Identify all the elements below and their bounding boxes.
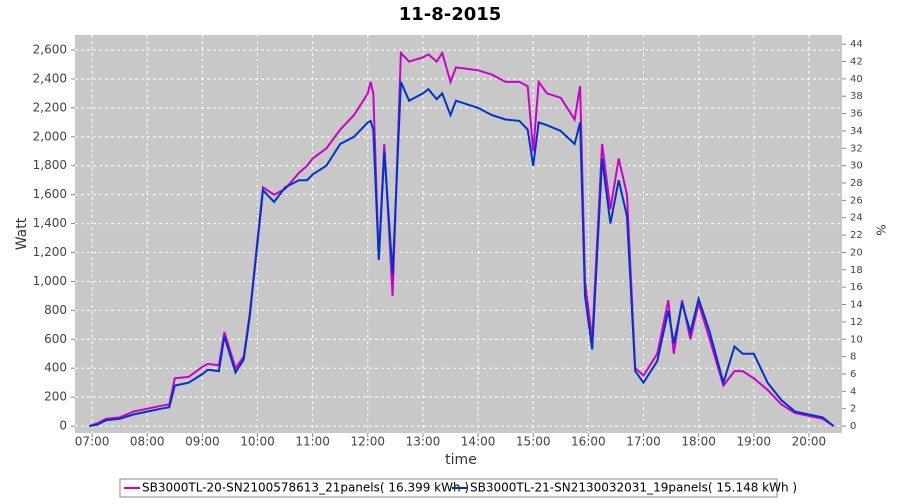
y2-tick-label: 14 — [850, 300, 863, 311]
y2-axis-label: % — [874, 224, 888, 235]
x-tick-label: 18:00 — [681, 435, 716, 449]
y-tick-label: 0 — [59, 419, 67, 433]
y2-tick-label: 36 — [850, 109, 863, 120]
x-tick-label: 09:00 — [185, 435, 220, 449]
chart-title: 11-8-2015 — [399, 4, 502, 25]
x-tick-label: 12:00 — [350, 435, 385, 449]
y-tick-label: 1,000 — [33, 274, 67, 288]
x-tick-label: 13:00 — [406, 435, 441, 449]
y-tick-label: 600 — [44, 332, 67, 346]
x-tick-label: 19:00 — [736, 435, 771, 449]
x-tick-label: 15:00 — [516, 435, 551, 449]
y2-tick-label: 20 — [850, 247, 863, 258]
x-tick-label: 14:00 — [461, 435, 496, 449]
y2-tick-label: 12 — [850, 317, 863, 328]
series-line — [89, 81, 835, 428]
x-axis-label: time — [445, 452, 477, 468]
y-tick-label: 2,600 — [33, 43, 67, 57]
legend-box — [119, 478, 778, 498]
y-tick-label: 1,800 — [33, 158, 67, 172]
x-tick-label: 20:00 — [792, 435, 827, 449]
y2-tick-label: 0 — [850, 421, 856, 432]
y2-tick-label: 26 — [850, 195, 863, 206]
y2-tick-label: 22 — [850, 230, 863, 241]
y-tick-label: 1,400 — [33, 216, 67, 230]
y2-tick-label: 6 — [850, 369, 856, 380]
y-tick-label: 1,200 — [33, 245, 67, 259]
x-tick-label: 10:00 — [240, 435, 275, 449]
y2-tick-label: 28 — [850, 178, 863, 189]
y-tick-label: 2,200 — [33, 100, 67, 114]
y2-tick-label: 30 — [850, 161, 863, 172]
x-tick-label: 07:00 — [75, 435, 110, 449]
y-tick-label: 2,000 — [33, 129, 67, 143]
y2-tick-label: 34 — [850, 126, 863, 137]
y-tick-label: 1,600 — [33, 187, 67, 201]
y2-tick-label: 32 — [850, 143, 863, 154]
y2-tick-label: 18 — [850, 265, 863, 276]
x-tick-label: 08:00 — [130, 435, 165, 449]
y2-tick-label: 24 — [850, 213, 863, 224]
y2-tick-label: 2 — [850, 404, 856, 415]
y2-tick-label: 38 — [850, 91, 863, 102]
y-axis-label: Watt — [14, 217, 30, 250]
y2-tick-label: 16 — [850, 282, 863, 293]
x-tick-label: 16:00 — [571, 435, 606, 449]
y-tick-label: 200 — [44, 390, 67, 404]
y2-tick-label: 42 — [850, 56, 863, 67]
y2-tick-label: 10 — [850, 334, 863, 345]
y-tick-label: 2,400 — [33, 71, 67, 85]
y2-tick-label: 44 — [850, 39, 863, 50]
y-tick-label: 800 — [44, 303, 67, 317]
x-tick-label: 11:00 — [295, 435, 330, 449]
y-tick-label: 400 — [44, 361, 67, 375]
legend-label: SB3000TL-21-SN2130032031_19panels( 15.14… — [470, 481, 797, 495]
x-tick-label: 17:00 — [626, 435, 661, 449]
y2-tick-label: 8 — [850, 352, 856, 363]
legend-label: SB3000TL-20-SN2100578613_21panels( 16.39… — [142, 481, 469, 495]
y2-tick-label: 4 — [850, 386, 856, 397]
y2-tick-label: 40 — [850, 74, 863, 85]
